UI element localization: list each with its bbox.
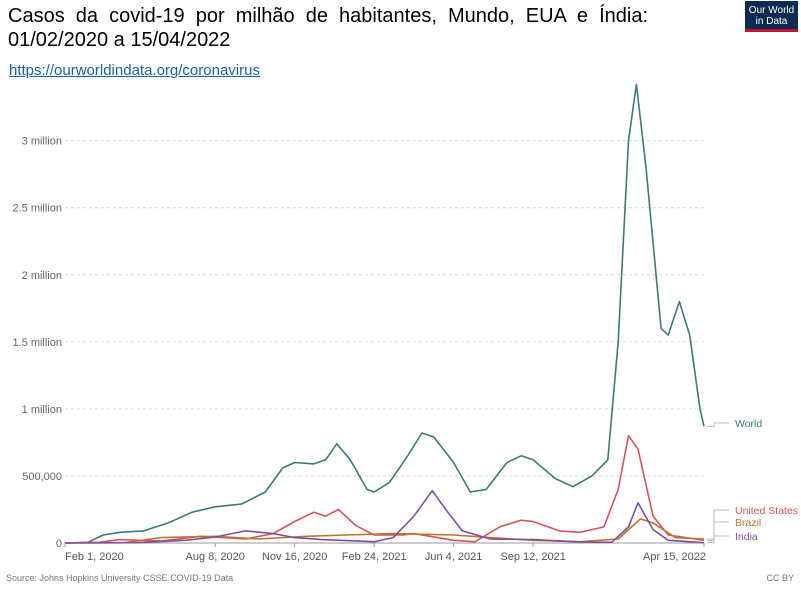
series-label-india[interactable]: India: [735, 531, 758, 543]
x-tick-label: Feb 1, 2020: [65, 551, 124, 563]
logo-line-2: in Data: [755, 16, 788, 27]
x-tick-label: Jun 4, 2021: [425, 551, 483, 563]
x-tick-label: Aug 8, 2020: [186, 551, 245, 563]
y-tick-label: 1 million: [22, 404, 62, 416]
x-tick-label: Sep 12, 2021: [500, 551, 565, 563]
logo-line-1: Our World: [748, 5, 795, 16]
x-tick-label: Apr 15, 2022: [643, 551, 706, 563]
leader-line-brazil: [707, 521, 729, 540]
y-tick-label: 3 million: [22, 136, 62, 148]
y-tick-label: 1.5 million: [12, 337, 62, 349]
series-line-world[interactable]: [64, 83, 705, 544]
y-tick-label: 0: [56, 538, 62, 550]
series-label-brazil[interactable]: Brazil: [735, 517, 761, 529]
x-axis-ticks: Feb 1, 2020 Aug 8, 2020 Nov 16, 2020 Feb 24…: [64, 543, 706, 563]
series-line-brazil[interactable]: [64, 518, 705, 544]
source-link[interactable]: https://ourworldindata.org/coronavirus: [9, 62, 260, 79]
series-label-world[interactable]: World: [735, 418, 762, 430]
leader-line-world: [707, 422, 729, 427]
y-axis-ticks: 0 500,000 1 million 1.5 million 2 million 2.5…: [12, 136, 62, 550]
series-lines: [64, 83, 705, 544]
chart-title: Casos da covid-19 por milhão de habitant…: [8, 5, 648, 51]
series-label-united-states[interactable]: United States: [735, 505, 798, 517]
y-tick-label: 500,000: [22, 471, 62, 483]
leader-line-india: [707, 535, 729, 544]
y-tick-label: 2.5 million: [12, 203, 62, 215]
series-line-india[interactable]: [64, 489, 705, 544]
license-note[interactable]: CC BY: [766, 573, 794, 583]
owid-logo[interactable]: Our World in Data: [745, 1, 798, 32]
grid-lines: [65, 140, 704, 544]
source-note: Source: Johns Hopkins University CSSE CO…: [6, 573, 234, 583]
x-tick-label: Nov 16, 2020: [262, 551, 327, 563]
x-tick-label: Feb 24, 2021: [342, 551, 407, 563]
y-tick-label: 2 million: [22, 270, 62, 282]
